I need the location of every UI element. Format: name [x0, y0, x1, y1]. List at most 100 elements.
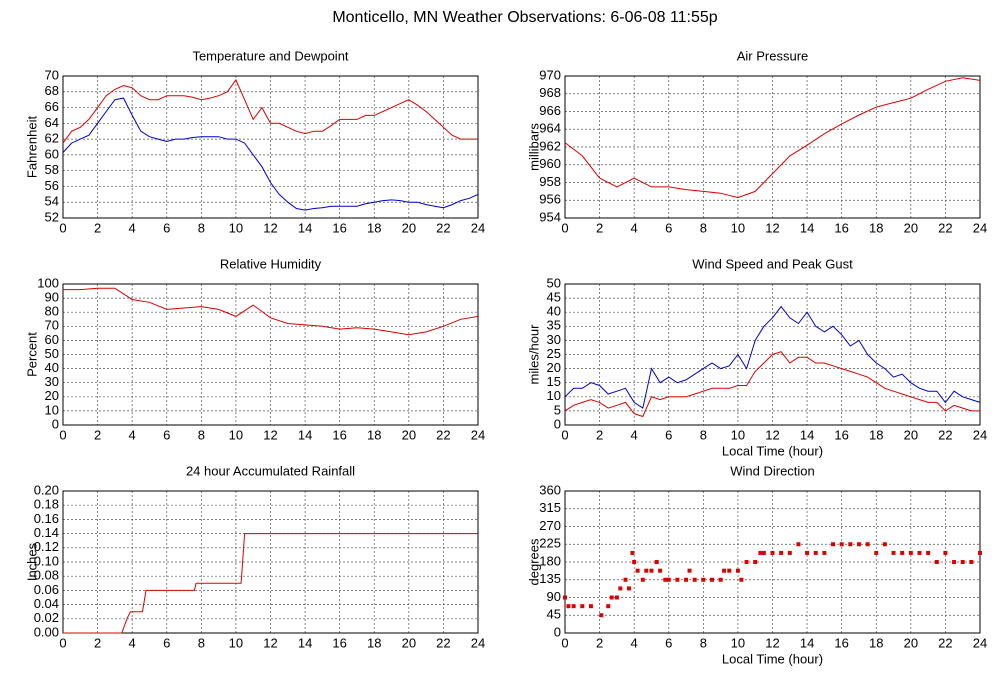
- y-tick-label: 0.02: [34, 610, 59, 625]
- x-tick-label: 14: [800, 220, 814, 235]
- y-tick-label: 0.00: [34, 624, 59, 639]
- data-point: [739, 577, 744, 582]
- plot-frame: [564, 75, 981, 219]
- data-point: [635, 568, 640, 573]
- x-tick-label: 2: [94, 635, 101, 650]
- plot-frame: [62, 75, 479, 219]
- x-tick-label: 16: [332, 220, 346, 235]
- x-tick-label: 14: [298, 220, 312, 235]
- plot-frame: [62, 490, 479, 634]
- y-tick-label: 0: [554, 416, 561, 431]
- x-tick-label: 24: [973, 427, 987, 442]
- y-axis-label: millibars: [526, 123, 541, 171]
- x-tick-label: 6: [665, 427, 672, 442]
- data-point: [718, 577, 723, 582]
- x-tick-label: 0: [59, 220, 66, 235]
- chart-title: Relative Humidity: [220, 256, 322, 271]
- x-tick-label: 2: [596, 635, 603, 650]
- data-point: [623, 577, 628, 582]
- data-point: [969, 560, 974, 564]
- y-tick-label: 90: [45, 290, 59, 305]
- y-tick-label: 20: [45, 388, 59, 403]
- data-point: [882, 542, 887, 547]
- y-tick-label: 54: [45, 194, 59, 209]
- y-tick-label: 960: [539, 156, 561, 171]
- data-point: [722, 568, 727, 573]
- data-point: [563, 595, 567, 600]
- x-tick-label: 6: [163, 635, 170, 650]
- y-tick-label: 0.10: [34, 553, 59, 568]
- y-tick-label: 0.20: [34, 482, 59, 497]
- y-tick-label: 45: [547, 607, 561, 622]
- data-point: [640, 577, 645, 582]
- data-point: [666, 577, 671, 582]
- y-tick-label: 225: [539, 536, 561, 551]
- x-tick-label: 12: [765, 220, 779, 235]
- data-point: [663, 577, 668, 582]
- data-point: [865, 542, 870, 547]
- x-tick-label: 20: [904, 635, 918, 650]
- x-tick-label: 18: [367, 427, 381, 442]
- x-tick-label: 22: [938, 220, 952, 235]
- data-point: [709, 577, 714, 582]
- y-tick-label: 956: [539, 192, 561, 207]
- y-axis-label: degrees: [526, 538, 541, 585]
- y-tick-label: 0.06: [34, 582, 59, 597]
- y-tick-label: 66: [45, 99, 59, 114]
- data-point: [831, 542, 836, 547]
- data-point: [753, 560, 758, 564]
- y-tick-label: 40: [45, 360, 59, 375]
- chart-title: Wind Speed and Peak Gust: [692, 256, 853, 271]
- y-tick-label: 70: [45, 67, 59, 82]
- y-tick-label: 58: [45, 162, 59, 177]
- data-line: [63, 287, 479, 336]
- x-tick-label: 22: [436, 427, 450, 442]
- y-tick-label: 64: [45, 115, 59, 130]
- y-tick-label: 60: [45, 332, 59, 347]
- y-tick-label: 15: [547, 374, 561, 389]
- y-tick-label: 968: [539, 85, 561, 100]
- data-line: [62, 97, 479, 211]
- y-tick-label: 62: [45, 131, 59, 146]
- y-tick-label: 100: [37, 275, 59, 290]
- data-point: [735, 568, 740, 573]
- x-tick-label: 24: [973, 220, 987, 235]
- page-title: Monticello, MN Weather Observations: 6-0…: [332, 9, 717, 26]
- x-tick-label: 4: [631, 635, 638, 650]
- data-point: [952, 560, 957, 564]
- y-axis-label: Percent: [24, 332, 39, 377]
- x-tick-label: 12: [263, 220, 277, 235]
- x-tick-label: 22: [938, 427, 952, 442]
- data-point: [874, 550, 879, 555]
- x-tick-label: 4: [631, 220, 638, 235]
- x-tick-label: 24: [471, 427, 485, 442]
- y-tick-label: 360: [539, 482, 561, 497]
- data-point: [796, 542, 801, 547]
- x-tick-label: 24: [471, 220, 485, 235]
- chart-title: 24 hour Accumulated Rainfall: [186, 463, 355, 478]
- x-tick-label: 2: [596, 427, 603, 442]
- y-tick-label: 966: [539, 103, 561, 118]
- x-tick-label: 24: [973, 635, 987, 650]
- data-line: [564, 351, 980, 418]
- y-tick-label: 135: [539, 571, 561, 586]
- data-point: [658, 568, 663, 573]
- x-tick-label: 10: [731, 635, 745, 650]
- data-point: [758, 550, 763, 555]
- x-tick-label: 10: [229, 220, 243, 235]
- x-tick-label: 0: [59, 635, 66, 650]
- plot-frame: [564, 490, 981, 634]
- data-point: [618, 586, 623, 591]
- x-tick-label: 18: [869, 220, 883, 235]
- x-tick-label: 14: [800, 635, 814, 650]
- data-point: [856, 542, 861, 547]
- x-tick-label: 20: [402, 220, 416, 235]
- x-tick-label: 8: [700, 220, 707, 235]
- data-point: [848, 542, 853, 547]
- x-tick-label: 18: [869, 635, 883, 650]
- data-point: [630, 550, 635, 555]
- y-tick-label: 5: [554, 402, 561, 417]
- data-point: [934, 560, 939, 564]
- y-tick-label: 45: [547, 290, 561, 305]
- x-tick-label: 14: [298, 427, 312, 442]
